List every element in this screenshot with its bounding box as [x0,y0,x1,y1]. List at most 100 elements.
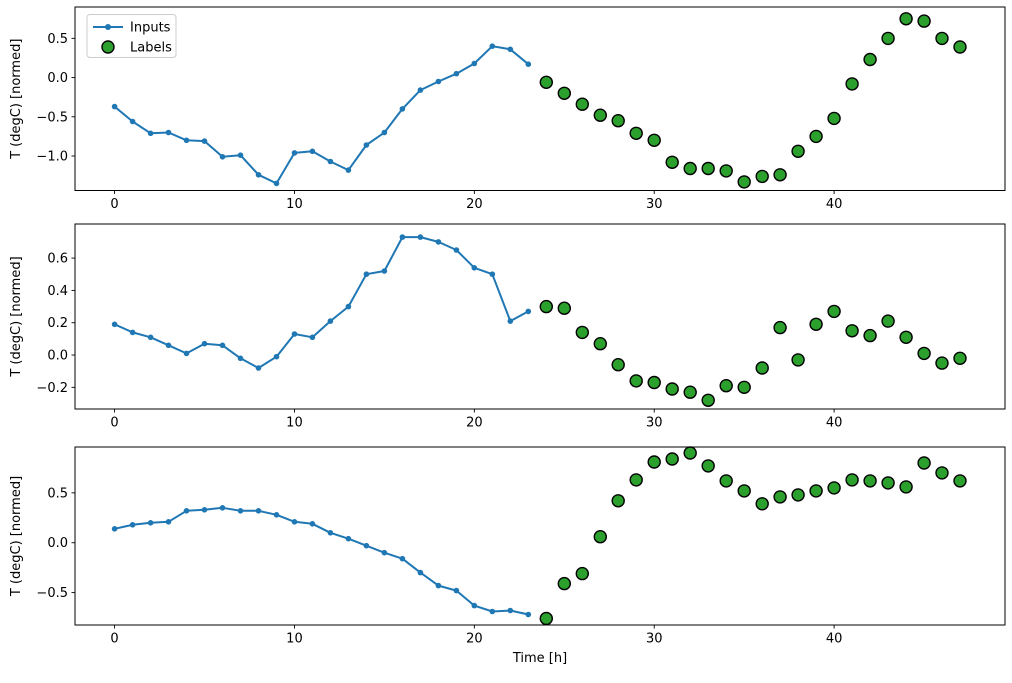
inputs-marker [165,129,172,136]
axes-frame [74,6,1006,191]
inputs-marker [363,142,370,148]
inputs-marker [201,507,208,513]
inputs-marker [255,508,262,514]
inputs-marker [219,342,226,349]
inputs-marker [111,321,118,328]
inputs-marker [183,137,190,144]
labels-marker [953,40,967,54]
y-tick-label: −0.5 [36,110,68,125]
labels-marker [845,324,859,338]
inputs-marker [273,512,280,518]
inputs-marker [147,334,154,341]
inputs-marker [309,521,316,527]
inputs-marker [345,535,352,542]
x-axis-label: Time [h] [512,651,567,666]
inputs-marker [309,148,316,155]
labels-marker [665,155,679,170]
labels-marker [557,576,571,591]
x-tick-label: 40 [826,197,843,212]
labels-marker [917,346,931,361]
labels-marker [899,12,913,26]
x-tick-label: 40 [826,632,843,647]
legend-inputs-label: Inputs [130,21,171,36]
inputs-marker [165,519,172,525]
labels-marker [773,320,787,335]
y-tick-label: 0.0 [47,71,68,86]
inputs-marker [381,268,388,274]
labels-marker [575,325,589,340]
labels-marker [917,456,931,470]
y-axis-label: T (degC) [normed] [9,476,24,597]
labels-marker [737,484,751,498]
y-tick-label: 0.0 [47,536,68,551]
x-tick-label: 40 [826,416,843,431]
inputs-marker [291,150,298,156]
legend-labels-marker [101,40,115,54]
inputs-marker [381,549,388,556]
legend-labels-label: Labels [130,41,172,56]
labels-marker [953,351,967,365]
inputs-marker [129,522,136,528]
y-tick-label: 0.5 [47,486,68,501]
labels-marker [629,126,643,141]
inputs-marker [399,234,406,240]
inputs-marker [237,152,244,158]
y-tick-label: 0.6 [47,252,68,267]
inputs-marker [363,271,370,278]
labels-marker [665,452,679,466]
labels-marker [737,175,751,189]
x-tick-label: 0 [110,632,118,647]
labels-marker [935,31,949,46]
labels-marker [809,317,823,331]
labels-marker [881,314,895,328]
labels-marker [917,14,931,28]
inputs-marker [417,87,424,93]
inputs-marker [507,318,514,324]
inputs-marker [291,331,298,337]
inputs-marker [255,365,262,371]
inputs-marker [273,353,280,360]
inputs-marker [327,158,334,165]
labels-marker [881,476,895,490]
labels-marker [827,304,841,319]
x-tick-label: 0 [110,197,118,212]
labels-marker [647,133,661,148]
inputs-marker [147,520,154,526]
labels-marker [881,31,895,46]
inputs-marker [489,271,496,278]
labels-marker [557,301,571,315]
inputs-marker [399,106,406,112]
inputs-marker [489,608,496,615]
x-tick-label: 20 [466,416,483,431]
inputs-line [113,45,529,185]
inputs-marker [147,130,154,137]
y-tick-label: −1.0 [36,149,68,164]
y-tick-label: 0.0 [47,349,68,364]
labels-marker [719,474,733,488]
inputs-line [114,506,529,616]
labels-marker [557,86,571,101]
axes-frame [74,446,1006,626]
inputs-marker [201,138,208,144]
labels-marker [701,459,715,473]
x-tick-label: 20 [466,632,483,647]
inputs-marker [165,342,172,349]
x-tick-label: 0 [110,416,118,431]
inputs-marker [507,46,514,53]
x-tick-label: 30 [646,416,663,431]
inputs-marker [381,129,388,136]
labels-marker [755,497,769,511]
inputs-marker [453,247,460,253]
labels-marker [791,144,805,159]
inputs-marker [183,508,190,514]
labels-marker [539,75,553,90]
labels-marker [773,168,787,182]
inputs-marker [435,239,442,245]
labels-marker [683,385,697,399]
labels-marker [611,113,625,128]
labels-marker [935,466,949,480]
inputs-marker [219,505,226,511]
y-tick-label: −0.2 [36,381,68,396]
labels-marker [593,108,607,122]
x-tick-label: 10 [286,632,303,647]
